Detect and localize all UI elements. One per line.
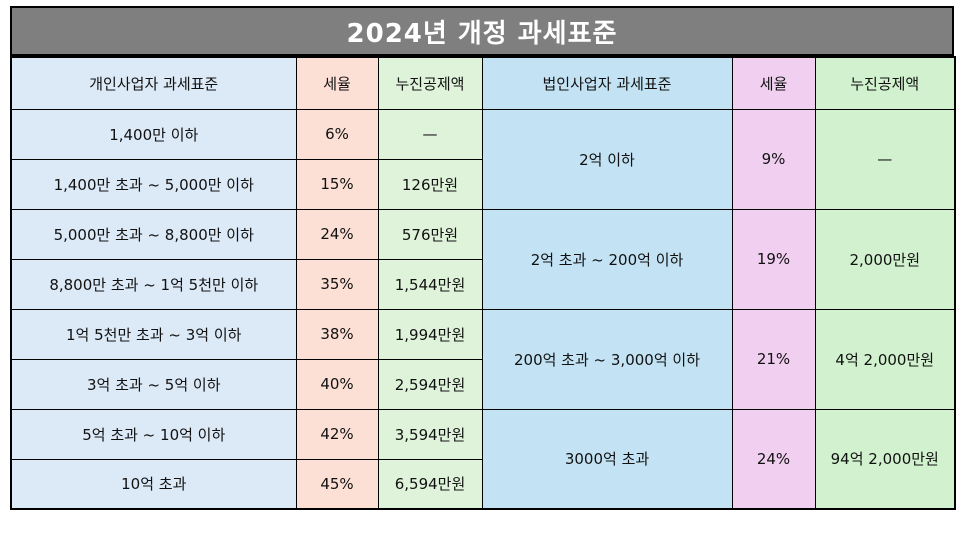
corporate-bracket: 2억 이하 bbox=[481, 108, 733, 210]
header-corporate-rate: 세율 bbox=[731, 56, 816, 110]
personal-deduction: 1,544만원 bbox=[377, 258, 483, 310]
corporate-bracket: 200억 초과 ~ 3,000억 이하 bbox=[481, 308, 733, 410]
table-header-row: 개인사업자 과세표준 세율 누진공제액 법인사업자 과세표준 세율 누진공제액 bbox=[10, 56, 956, 110]
table-row: 8,800만 초과 ~ 1억 5천만 이하 35% 1,544만원 bbox=[10, 258, 955, 310]
corporate-deduction: — bbox=[814, 108, 956, 210]
header-corporate-deduction: 누진공제액 bbox=[814, 56, 956, 110]
corporate-rate: 24% bbox=[731, 408, 816, 510]
corporate-bracket: 2억 초과 ~ 200억 이하 bbox=[481, 208, 733, 310]
personal-rate: 24% bbox=[295, 208, 379, 260]
table-row: 3억 초과 ~ 5억 이하 40% 2,594만원 bbox=[10, 358, 955, 410]
personal-bracket: 8,800만 초과 ~ 1억 5천만 이하 bbox=[10, 258, 297, 310]
personal-deduction: 2,594만원 bbox=[377, 358, 483, 410]
personal-deduction: 3,594만원 bbox=[377, 408, 483, 460]
corporate-deduction: 2,000만원 bbox=[814, 208, 956, 310]
personal-deduction: 576만원 bbox=[377, 208, 483, 260]
table-row: 5,000만 초과 ~ 8,800만 이하 24% 576만원 2억 초과 ~ … bbox=[10, 208, 956, 310]
personal-rate: 15% bbox=[295, 158, 379, 210]
header-personal-rate: 세율 bbox=[295, 56, 379, 110]
header-corporate-bracket: 법인사업자 과세표준 bbox=[481, 56, 733, 110]
personal-bracket: 5억 초과 ~ 10억 이하 bbox=[10, 408, 297, 460]
personal-rate: 40% bbox=[295, 358, 379, 410]
personal-rate: 35% bbox=[295, 258, 379, 310]
table-row: 10억 초과 45% 6,594만원 bbox=[10, 458, 955, 510]
table-row: 1억 5천만 초과 ~ 3억 이하 38% 1,994만원 200억 초과 ~ … bbox=[10, 308, 956, 410]
table-row: 1,400만 초과 ~ 5,000만 이하 15% 126만원 bbox=[10, 158, 955, 210]
page-title: 2024년 개정 과세표준 bbox=[346, 18, 618, 49]
personal-bracket: 10억 초과 bbox=[10, 458, 297, 510]
header-personal-deduction: 누진공제액 bbox=[377, 56, 483, 110]
title-bar: 2024년 개정 과세표준 bbox=[10, 6, 954, 56]
personal-rate: 6% bbox=[295, 108, 379, 160]
corporate-deduction: 94억 2,000만원 bbox=[814, 408, 956, 510]
table-row: 1,400만 이하 6% — 2억 이하 9% — bbox=[10, 108, 956, 210]
personal-deduction: 1,994만원 bbox=[377, 308, 483, 360]
header-personal-bracket: 개인사업자 과세표준 bbox=[10, 56, 297, 110]
personal-bracket: 1,400만 초과 ~ 5,000만 이하 bbox=[10, 158, 297, 210]
personal-bracket: 1,400만 이하 bbox=[10, 108, 297, 160]
corporate-rate: 9% bbox=[731, 108, 816, 210]
personal-bracket: 5,000만 초과 ~ 8,800만 이하 bbox=[10, 208, 297, 260]
personal-deduction: — bbox=[377, 108, 483, 160]
corporate-deduction: 4억 2,000만원 bbox=[814, 308, 956, 410]
tax-rate-table: 개인사업자 과세표준 세율 누진공제액 법인사업자 과세표준 세율 누진공제액 … bbox=[10, 56, 956, 510]
personal-bracket: 3억 초과 ~ 5억 이하 bbox=[10, 358, 297, 410]
personal-bracket: 1억 5천만 초과 ~ 3억 이하 bbox=[10, 308, 297, 360]
personal-deduction: 126만원 bbox=[377, 158, 483, 210]
personal-deduction: 6,594만원 bbox=[377, 458, 483, 510]
corporate-bracket: 3000억 초과 bbox=[481, 408, 733, 510]
personal-rate: 45% bbox=[295, 458, 379, 510]
table-row: 5억 초과 ~ 10억 이하 42% 3,594만원 3000억 초과 24% … bbox=[10, 408, 956, 510]
personal-rate: 38% bbox=[295, 308, 379, 360]
corporate-rate: 21% bbox=[731, 308, 816, 410]
corporate-rate: 19% bbox=[731, 208, 816, 310]
personal-rate: 42% bbox=[295, 408, 379, 460]
